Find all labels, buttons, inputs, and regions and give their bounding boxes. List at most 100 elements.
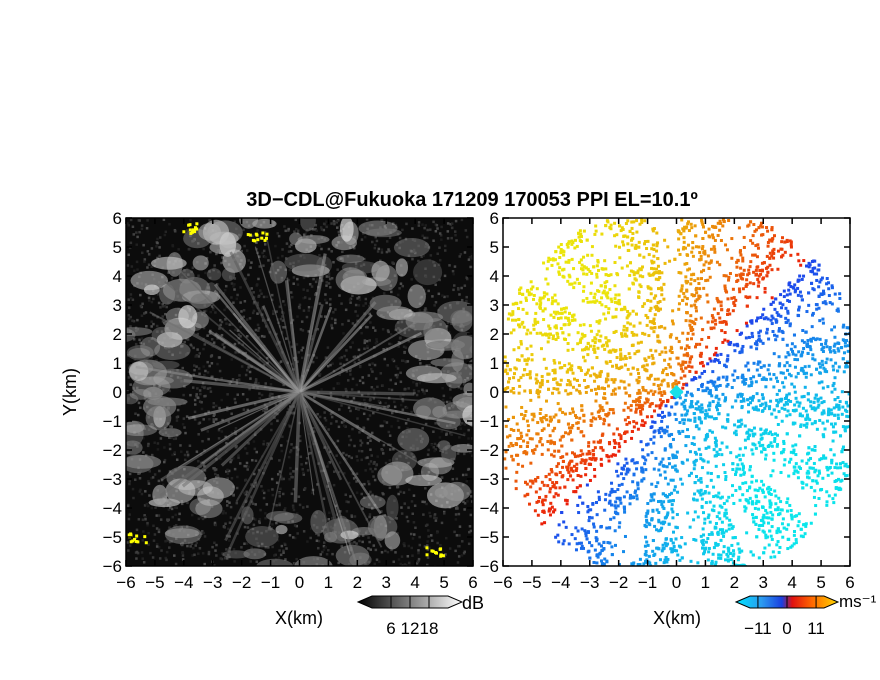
noise-pixel <box>345 510 349 513</box>
noise-pixel <box>203 464 206 468</box>
noise-pixel <box>394 223 398 227</box>
velocity-pixel <box>595 275 599 279</box>
velocity-pixel <box>589 418 593 422</box>
velocity-pixel <box>727 278 731 282</box>
radial-streak <box>187 390 300 420</box>
saturated-pixel <box>261 231 265 235</box>
noise-pixel <box>387 330 390 334</box>
noise-pixel <box>144 490 147 493</box>
velocity-pixel <box>521 307 525 311</box>
noise-pixel <box>386 310 390 314</box>
noise-pixel <box>156 237 159 241</box>
noise-pixel <box>433 513 437 516</box>
velocity-pixel <box>636 399 640 403</box>
noise-pixel <box>370 385 374 389</box>
noise-pixel <box>241 430 245 434</box>
noise-pixel <box>229 505 233 509</box>
noise-pixel <box>218 406 221 410</box>
noise-pixel <box>265 443 269 447</box>
noise-pixel <box>168 540 172 544</box>
noise-pixel <box>275 481 279 485</box>
noise-pixel <box>398 287 401 290</box>
velocity-pixel <box>650 354 654 358</box>
noise-pixel <box>423 545 427 548</box>
radial-streak <box>160 390 301 481</box>
velocity-pixel <box>805 413 809 417</box>
velocity-pixel <box>726 339 730 343</box>
velocity-pixel <box>704 540 708 544</box>
noise-pixel <box>131 393 135 396</box>
noise-pixel <box>276 268 280 272</box>
noise-pixel <box>185 267 189 271</box>
velocity-pixel <box>667 413 671 417</box>
noise-pixel <box>209 355 213 358</box>
noise-pixel <box>334 308 337 311</box>
noise-pixel <box>338 408 341 411</box>
velocity-pixel <box>776 540 780 544</box>
velocity-pixel <box>715 296 719 300</box>
velocity-pixel <box>579 449 583 453</box>
velocity-pixel <box>716 358 720 362</box>
velocity-pixel <box>654 294 658 298</box>
velocity-pixel <box>694 452 698 456</box>
velocity-pixel <box>799 294 803 298</box>
noise-pixel <box>228 323 232 326</box>
noise-pixel <box>437 263 441 266</box>
velocity-pixel <box>642 562 646 566</box>
noise-pixel <box>280 278 284 282</box>
velocity-pixel <box>694 299 698 303</box>
noise-pixel <box>135 260 139 264</box>
noise-pixel <box>197 274 200 278</box>
noise-pixel <box>255 284 259 287</box>
noise-pixel <box>451 405 455 409</box>
noise-pixel <box>215 283 219 286</box>
noise-pixel <box>247 514 251 517</box>
noise-pixel <box>406 555 410 558</box>
velocity-pixel <box>603 281 607 285</box>
noise-pixel <box>442 512 446 515</box>
y-tick-label: 4 <box>113 267 122 286</box>
noise-pixel <box>309 536 312 540</box>
velocity-pixel <box>631 333 635 337</box>
velocity-pixel <box>762 307 766 311</box>
velocity-pixel <box>738 249 742 253</box>
noise-pixel <box>287 229 290 232</box>
echo-patch <box>275 524 288 535</box>
noise-pixel <box>213 264 216 267</box>
velocity-pixel <box>699 316 703 320</box>
noise-pixel <box>388 520 392 524</box>
noise-pixel <box>251 527 255 531</box>
velocity-pixel <box>623 386 627 390</box>
noise-pixel <box>455 504 459 508</box>
noise-pixel <box>412 455 415 459</box>
velocity-pixel <box>785 293 789 297</box>
echo-patch <box>178 305 198 329</box>
noise-pixel <box>346 395 349 398</box>
noise-pixel <box>428 258 431 262</box>
velocity-pixel <box>794 396 798 400</box>
velocity-pixel <box>675 526 679 530</box>
noise-pixel <box>362 496 366 499</box>
velocity-pixel <box>771 469 775 473</box>
noise-pixel <box>185 415 189 418</box>
noise-pixel <box>164 540 167 543</box>
noise-pixel <box>147 428 151 432</box>
velocity-pixel <box>668 349 672 353</box>
velocity-pixel <box>750 480 754 484</box>
noise-pixel <box>340 356 344 359</box>
noise-pixel <box>155 359 158 362</box>
noise-pixel <box>195 353 199 357</box>
noise-pixel <box>232 493 235 497</box>
noise-pixel <box>287 250 291 253</box>
noise-pixel <box>143 514 146 517</box>
noise-pixel <box>324 356 328 359</box>
velocity-pixel <box>722 545 726 549</box>
velocity-pixel <box>589 300 593 304</box>
noise-pixel <box>354 310 357 313</box>
velocity-pixel <box>648 309 652 313</box>
velocity-pixel <box>649 437 653 441</box>
velocity-pixel <box>592 560 596 564</box>
velocity-pixel <box>636 483 640 487</box>
velocity-pixel <box>599 559 603 563</box>
velocity-pixel <box>538 412 542 416</box>
